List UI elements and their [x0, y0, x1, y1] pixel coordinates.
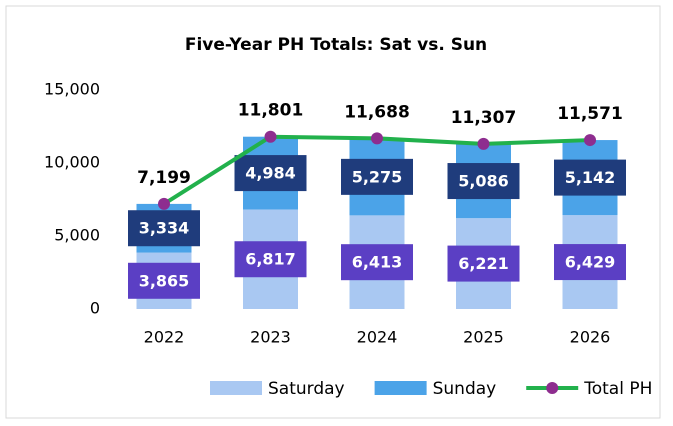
marker: [371, 132, 383, 145]
value-label-box: [341, 158, 413, 195]
y-tick-label: 0: [90, 299, 100, 318]
legend-label: Saturday: [268, 379, 345, 399]
value-label-box: [341, 244, 413, 281]
x-tick-label: 2022: [144, 328, 185, 347]
marker: [158, 197, 170, 210]
total-label: 11,688: [344, 102, 410, 122]
value-label: 6,817: [245, 250, 296, 269]
y-tick-label: 10,000: [44, 153, 100, 172]
x-tick-label: 2023: [250, 328, 291, 347]
value-label-box: [234, 155, 307, 192]
value-label: 3,865: [139, 271, 190, 290]
value-label: 5,086: [458, 172, 509, 191]
x-tick-label: 2024: [357, 328, 398, 347]
legend-swatch: [374, 381, 427, 395]
value-label: 3,334: [139, 219, 190, 238]
legend-marker: [546, 382, 559, 394]
value-label-box: [554, 159, 626, 196]
value-label-box: [234, 241, 307, 278]
y-tick-label: 5,000: [54, 226, 100, 245]
chart-border: [5, 5, 661, 419]
value-label: 6,413: [352, 253, 403, 272]
value-label-box: [128, 210, 200, 247]
legend-label: Sunday: [433, 379, 497, 399]
total-label: 11,571: [557, 104, 623, 124]
value-label: 4,984: [245, 164, 296, 183]
value-label: 6,221: [458, 254, 509, 273]
total-label: 11,307: [451, 108, 517, 128]
chart-title: Five-Year PH Totals: Sat vs. Sun: [185, 35, 487, 55]
x-tick-label: 2025: [463, 328, 504, 347]
total-label: 7,199: [137, 168, 191, 188]
legend-label: Total PH: [583, 379, 652, 399]
marker: [477, 137, 490, 150]
value-label-box: [554, 244, 626, 281]
legend-swatch: [210, 381, 262, 395]
x-tick-label: 2026: [570, 328, 611, 347]
value-label: 6,429: [565, 253, 616, 272]
value-label-box: [447, 163, 520, 200]
marker: [584, 134, 596, 147]
total-label: 11,801: [238, 101, 304, 121]
y-tick-label: 15,000: [44, 80, 100, 99]
value-label-box: [447, 245, 520, 282]
value-label: 5,142: [565, 168, 616, 187]
value-label-box: [128, 262, 200, 299]
marker: [264, 130, 277, 143]
value-label: 5,275: [352, 167, 403, 186]
